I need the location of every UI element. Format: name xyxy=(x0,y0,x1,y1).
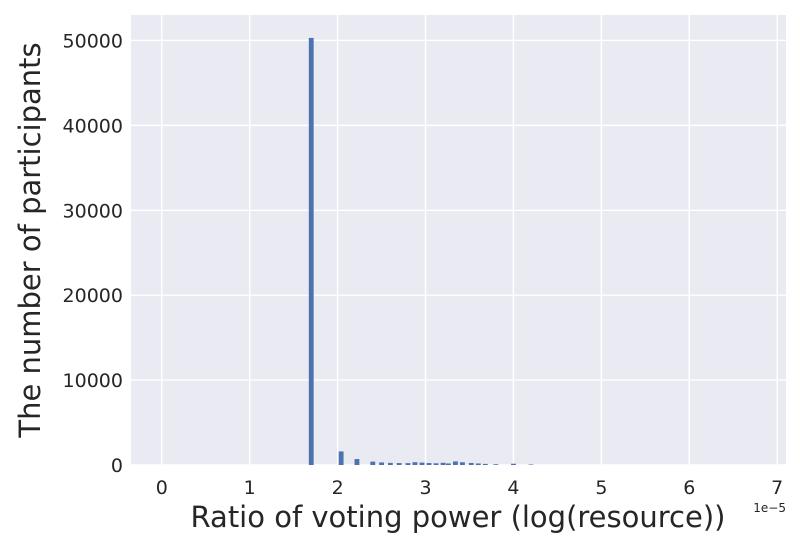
x-axis-label: Ratio of voting power (log(resource)) xyxy=(191,500,726,534)
grid-lines xyxy=(131,15,786,466)
histogram-bar xyxy=(475,463,481,465)
histogram-bar xyxy=(493,464,499,465)
histogram-bar xyxy=(338,451,344,465)
x-tick-label: 3 xyxy=(419,477,431,499)
histogram-bar xyxy=(511,463,516,465)
histogram-bar xyxy=(433,463,439,465)
x-tick-labels: 0 1 2 3 4 5 6 7 xyxy=(156,477,784,499)
histogram-bar xyxy=(370,461,376,465)
histogram-bar xyxy=(468,462,474,465)
y-axis-label: The number of participants xyxy=(13,42,47,438)
histogram-bar xyxy=(412,462,418,465)
histogram-bar xyxy=(379,462,384,465)
x-tick-label: 5 xyxy=(595,477,607,499)
histogram-bar xyxy=(405,463,411,465)
y-tick-labels: 0 10000 20000 30000 40000 50000 xyxy=(63,30,123,477)
y-tick-label: 0 xyxy=(111,455,123,477)
x-tick-label: 0 xyxy=(156,477,168,499)
y-tick-label: 10000 xyxy=(63,370,123,392)
bars xyxy=(308,37,534,465)
histogram-bar xyxy=(445,463,451,465)
histogram-bar xyxy=(453,461,458,465)
histogram-bar xyxy=(387,462,393,465)
histogram-bar xyxy=(528,464,534,465)
x-tick-label: 7 xyxy=(771,477,783,499)
histogram-bar xyxy=(426,463,432,465)
y-tick-label: 40000 xyxy=(63,115,123,137)
histogram-bar xyxy=(419,462,425,465)
histogram-bar xyxy=(308,37,314,465)
y-tick-label: 50000 xyxy=(63,30,123,52)
x-tick-label: 4 xyxy=(507,477,519,499)
x-tick-label: 6 xyxy=(683,477,695,499)
x-tick-label: 2 xyxy=(332,477,344,499)
histogram-bar xyxy=(482,463,488,465)
histogram-bar xyxy=(396,463,402,465)
y-tick-label: 30000 xyxy=(63,200,123,222)
histogram-bar xyxy=(440,462,446,465)
plot-background xyxy=(131,15,786,465)
x-axis-multiplier: 1e−5 xyxy=(753,501,786,515)
histogram-bar xyxy=(354,459,360,465)
y-tick-label: 20000 xyxy=(63,285,123,307)
histogram-bar xyxy=(460,462,465,465)
x-tick-label: 1 xyxy=(244,477,256,499)
